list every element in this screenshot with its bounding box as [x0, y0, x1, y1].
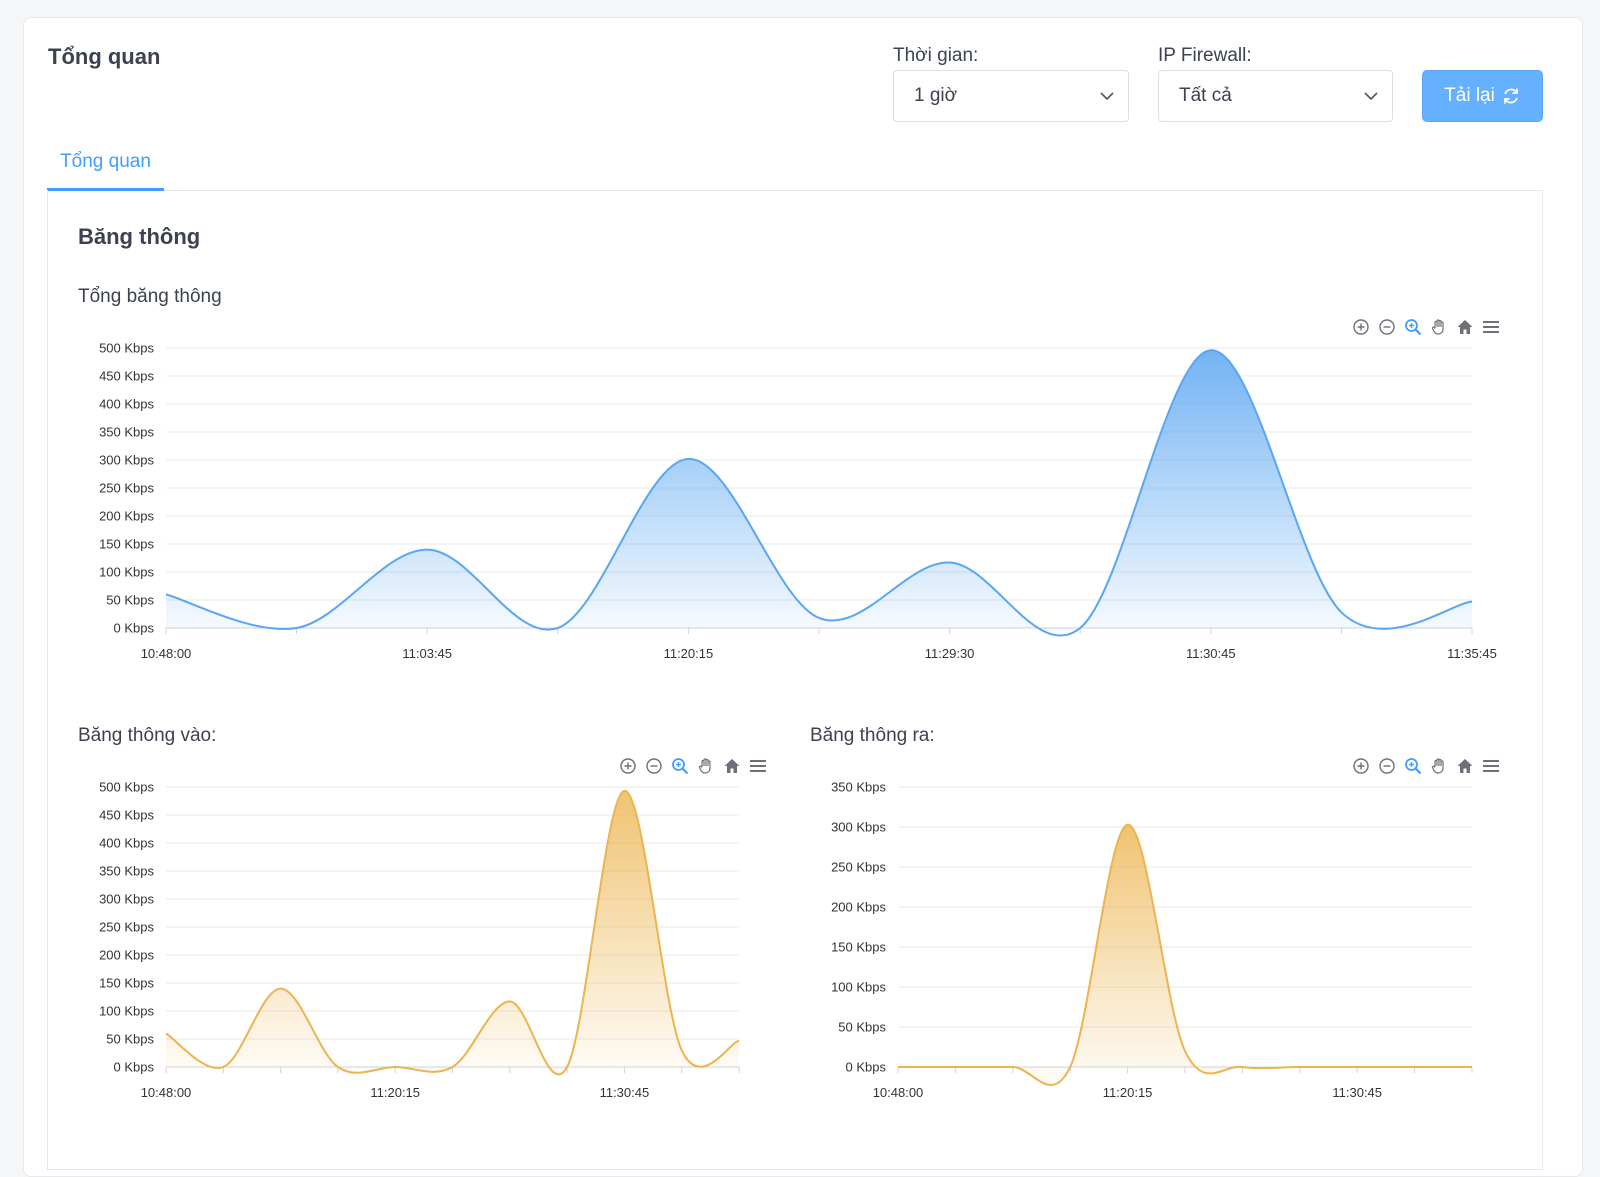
y-tick-label: 350 Kbps [99, 864, 154, 879]
y-tick-label: 500 Kbps [99, 780, 154, 795]
y-tick-label: 250 Kbps [99, 920, 154, 935]
y-tick-label: 200 Kbps [99, 509, 154, 524]
series-line [898, 825, 1472, 1085]
x-tick-label: 11:20:15 [1103, 1085, 1153, 1100]
x-tick-label: 11:29:30 [925, 646, 975, 661]
series-area [166, 350, 1472, 635]
y-tick-label: 450 Kbps [99, 369, 154, 384]
y-tick-label: 250 Kbps [831, 860, 886, 875]
series-area [898, 825, 1472, 1085]
total-bandwidth-chart: 0 Kbps 50 Kbps 100 Kbps 150 Kbps 200 Kbps 250… [99, 341, 1497, 662]
outbound-bandwidth-chart: 0 Kbps 50 Kbps 100 Kbps 150 Kbps 200 Kbps 250… [831, 780, 1472, 1101]
y-tick-label: 400 Kbps [99, 836, 154, 851]
x-tick-label: 11:20:15 [664, 646, 714, 661]
x-tick-label: 10:48:00 [873, 1085, 924, 1100]
x-tick-label: 11:30:45 [1332, 1085, 1382, 1100]
y-tick-label: 450 Kbps [99, 808, 154, 823]
y-tick-label: 150 Kbps [99, 976, 154, 991]
y-tick-label: 0 Kbps [114, 1060, 155, 1075]
x-tick-label: 11:20:15 [370, 1085, 420, 1100]
x-tick-label: 11:30:45 [600, 1085, 650, 1100]
y-tick-label: 400 Kbps [99, 397, 154, 412]
series-area [166, 791, 739, 1075]
y-tick-label: 0 Kbps [846, 1060, 887, 1075]
y-tick-label: 350 Kbps [99, 425, 154, 440]
x-tick-label: 10:48:00 [141, 646, 192, 661]
x-tick-label: 11:35:45 [1447, 646, 1497, 661]
x-tick-label: 10:48:00 [141, 1085, 192, 1100]
y-tick-label: 200 Kbps [99, 948, 154, 963]
y-tick-label: 150 Kbps [99, 537, 154, 552]
y-tick-label: 50 Kbps [838, 1020, 886, 1035]
x-tick-label: 11:03:45 [402, 646, 452, 661]
y-tick-label: 500 Kbps [99, 341, 154, 356]
y-tick-label: 50 Kbps [106, 1032, 154, 1047]
y-tick-label: 100 Kbps [99, 1004, 154, 1019]
y-tick-label: 250 Kbps [99, 481, 154, 496]
y-tick-label: 300 Kbps [99, 453, 154, 468]
x-tick-label: 11:30:45 [1186, 646, 1236, 661]
y-tick-label: 100 Kbps [99, 565, 154, 580]
y-tick-label: 100 Kbps [831, 980, 886, 995]
y-tick-label: 150 Kbps [831, 940, 886, 955]
inbound-bandwidth-chart: 0 Kbps 50 Kbps 100 Kbps 150 Kbps 200 Kbps 250… [99, 780, 739, 1101]
y-tick-label: 300 Kbps [831, 820, 886, 835]
y-tick-label: 50 Kbps [106, 593, 154, 608]
y-tick-label: 200 Kbps [831, 900, 886, 915]
y-tick-label: 0 Kbps [114, 621, 155, 636]
y-tick-label: 300 Kbps [99, 892, 154, 907]
y-tick-label: 350 Kbps [831, 780, 886, 795]
